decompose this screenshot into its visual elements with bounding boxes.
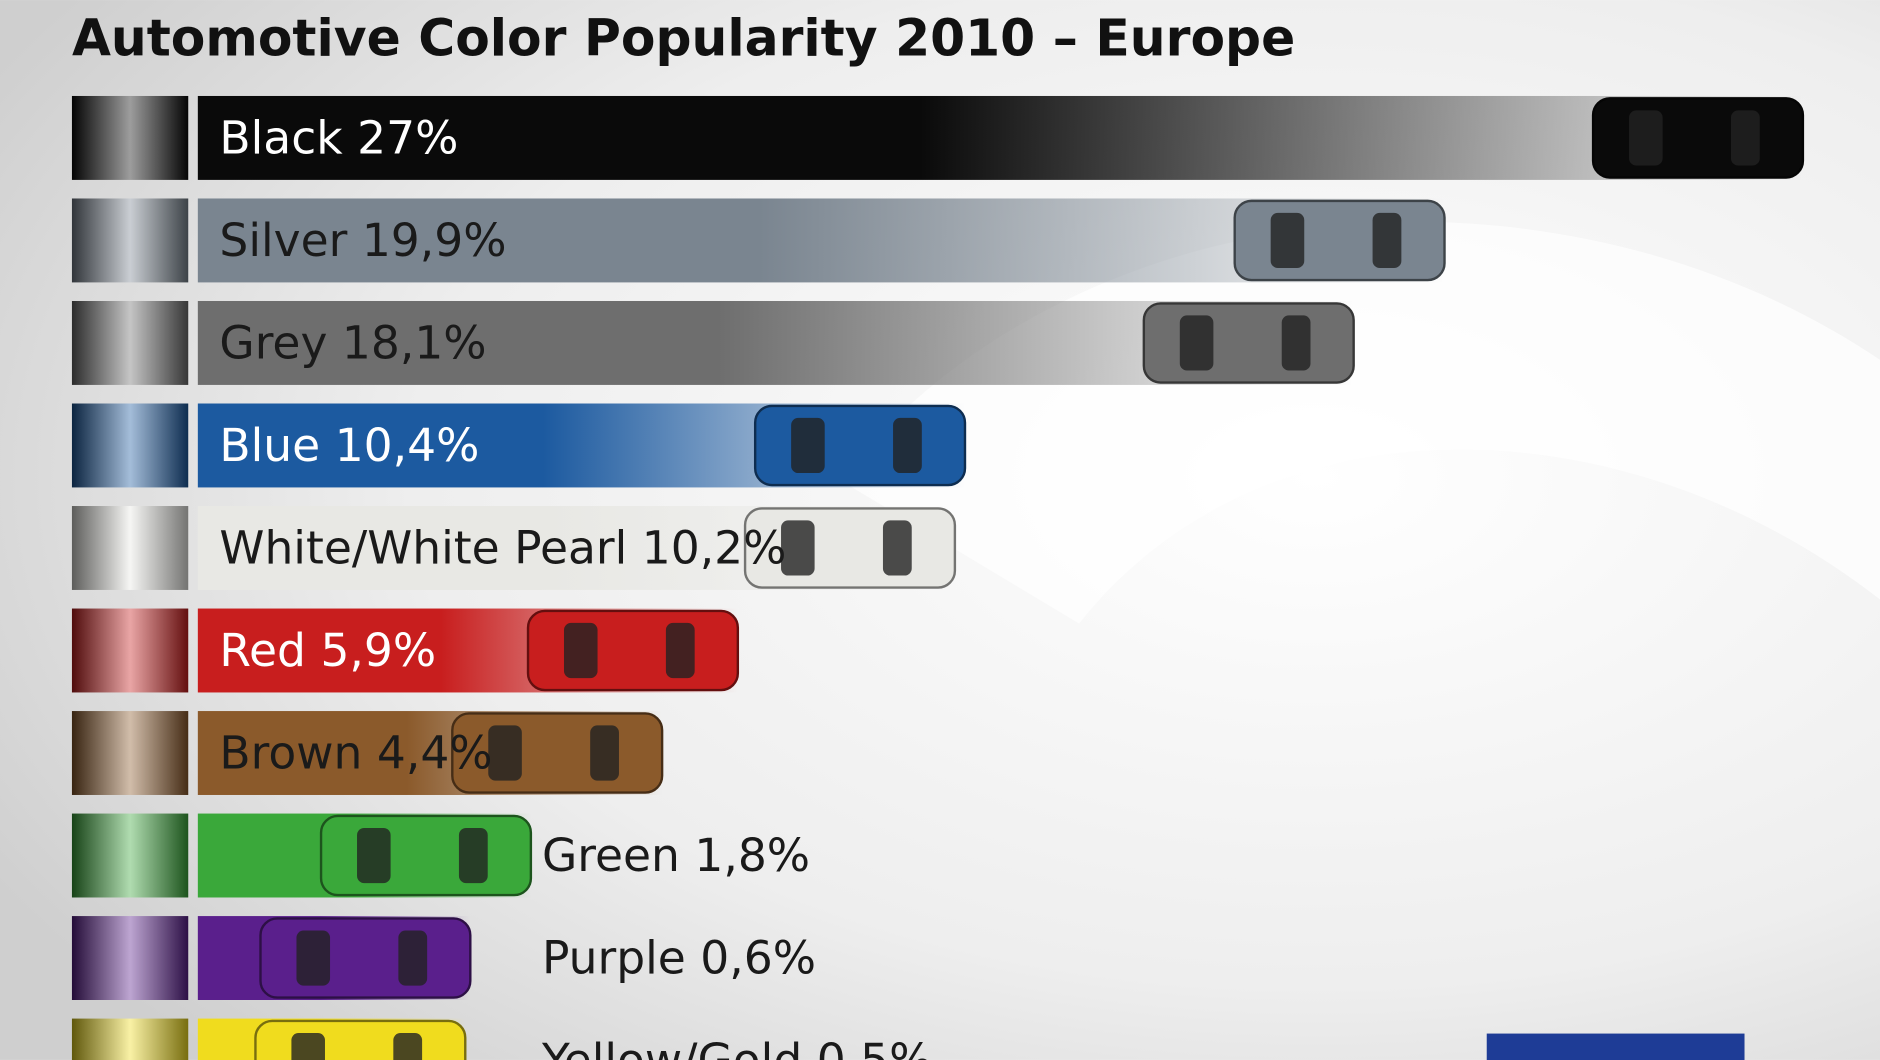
car-icon <box>743 507 957 589</box>
value-label: 0,5% <box>817 1033 933 1060</box>
value-label: 5,9% <box>320 623 436 676</box>
bar-label: Brown 4,4% <box>219 726 492 779</box>
category-label: Blue <box>219 418 320 471</box>
bar-label: Silver 19,9% <box>219 213 506 266</box>
car-icon <box>254 1019 467 1060</box>
bar-label: White/White Pearl 10,2% <box>219 521 786 574</box>
car-icon <box>1233 199 1446 282</box>
bar-label: Red 5,9% <box>219 623 436 676</box>
category-label: Red <box>219 623 306 676</box>
chart-title: Automotive Color Popularity 2010 – Europ… <box>72 9 1295 68</box>
car-icon <box>753 404 967 487</box>
value-label: 19,9% <box>362 213 507 266</box>
value-label: 10,2% <box>642 521 787 574</box>
category-label: Green <box>542 828 680 881</box>
value-label: 18,1% <box>342 316 487 369</box>
category-label: Black <box>219 111 343 164</box>
color-swatch <box>71 95 189 180</box>
bar-label: Purple 0,6% <box>542 931 816 984</box>
color-swatch <box>71 198 189 283</box>
bar <box>197 95 1803 180</box>
car-icon <box>526 609 740 692</box>
color-swatch <box>71 608 189 693</box>
color-swatch <box>71 813 189 898</box>
bar-label: Yellow/Gold 0,5% <box>541 1033 933 1060</box>
bar-label: Grey 18,1% <box>219 316 486 369</box>
logo <box>1486 1033 1745 1060</box>
category-label: Silver <box>219 213 347 266</box>
bar-label: Green 1,8% <box>542 828 810 881</box>
car-icon <box>1591 97 1805 179</box>
category-label: Brown <box>219 726 362 779</box>
value-label: 10,4% <box>335 418 480 471</box>
car-icon <box>259 917 472 999</box>
bar-label: Blue 10,4% <box>219 418 479 471</box>
category-label: White/White Pearl <box>219 521 627 574</box>
bar-label: Black 27% <box>219 111 458 164</box>
color-swatch <box>71 506 189 590</box>
car-icon <box>319 814 533 897</box>
value-label: 1,8% <box>694 828 810 881</box>
car-icon <box>451 712 664 794</box>
color-swatch <box>71 1018 189 1060</box>
car-icon <box>1142 302 1355 384</box>
color-swatch <box>71 300 189 385</box>
category-label: Purple <box>542 931 686 984</box>
value-label: 4,4% <box>377 726 493 779</box>
color-swatch <box>71 711 189 795</box>
category-label: Grey <box>219 316 327 369</box>
category-label: Yellow/Gold <box>541 1033 802 1060</box>
color-swatch <box>71 916 189 1000</box>
color-swatch <box>71 403 189 488</box>
value-label: 0,6% <box>700 931 816 984</box>
value-label: 27% <box>357 111 458 164</box>
